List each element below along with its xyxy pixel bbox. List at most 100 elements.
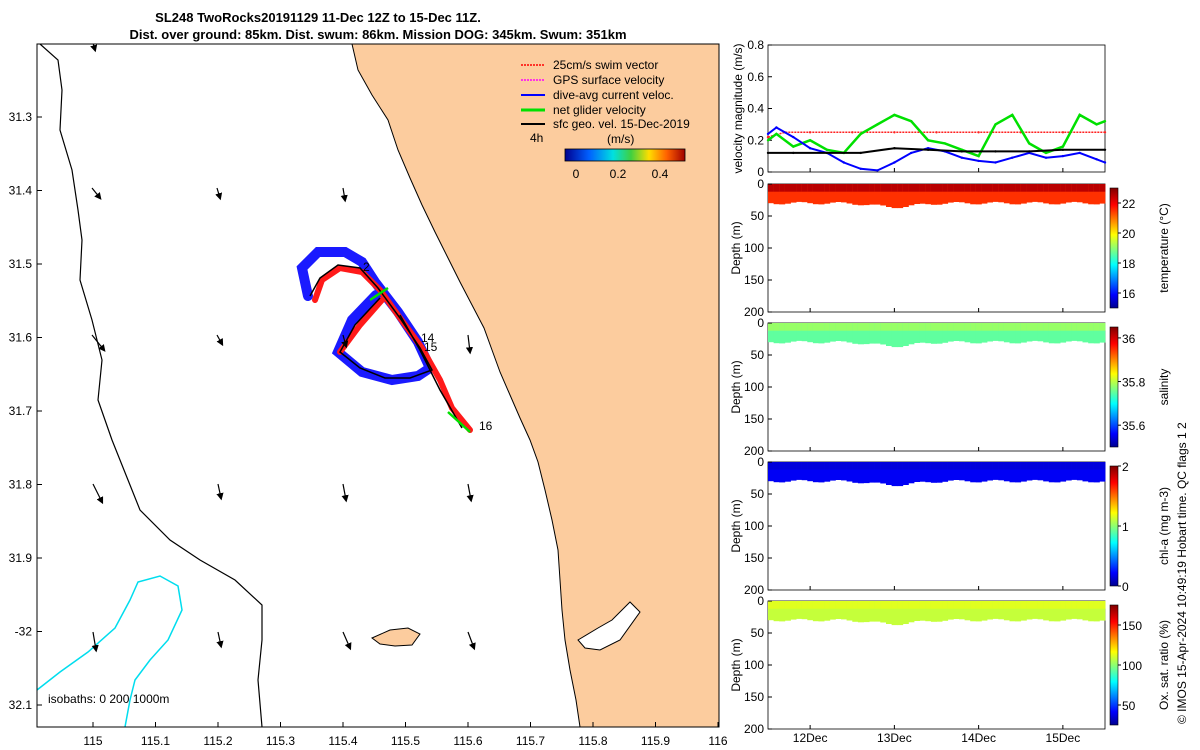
section-data-column	[908, 601, 915, 623]
section-surface-cell	[790, 462, 797, 470]
velocity-data-point	[1061, 145, 1065, 148]
section-data-column	[1060, 462, 1067, 482]
section-data-column	[829, 323, 836, 342]
section-colorbar-tick-label: 20	[1122, 227, 1136, 241]
section-surface-cell	[925, 184, 932, 192]
section-data-column	[824, 184, 831, 204]
section-surface-cell	[784, 601, 791, 609]
time-tick-label: 13Dec	[877, 731, 912, 745]
section-surface-cell	[784, 323, 791, 331]
section-data-column	[919, 601, 926, 621]
section-surface-cell	[1048, 601, 1055, 609]
section-data-column	[784, 601, 791, 621]
velocity-data-point	[859, 151, 862, 155]
section-data-column	[947, 462, 954, 481]
section-data-column	[1048, 323, 1055, 344]
section-data-column	[1048, 184, 1055, 205]
section-data-column	[835, 184, 842, 202]
section-data-column	[1032, 462, 1038, 480]
section-surface-cell	[1020, 323, 1027, 331]
section-data-column	[768, 601, 774, 621]
colorbar-unit-label: (m/s)	[607, 132, 634, 146]
section-data-column	[1065, 323, 1072, 342]
section-surface-cell	[908, 462, 915, 470]
section-surface-cell	[970, 323, 977, 331]
section-data-column	[914, 323, 920, 343]
map-lat-tick-labels: 31.3 31.4 31.5 31.6 31.7 31.8 31.9 -32 32.1	[9, 110, 42, 712]
velocity-data-point	[977, 154, 980, 158]
velocity-data-point	[766, 139, 770, 142]
section-surface-cell	[919, 323, 926, 331]
section-surface-cell	[886, 323, 892, 331]
map-lon-tick-labels: 115 115.1 115.2 115.3 115.4 115.5 115.6 115.7 11…	[83, 722, 728, 748]
section-plot-area	[767, 461, 1106, 591]
section-surface-cell	[959, 462, 965, 470]
section-y-tick-label: 150	[744, 273, 764, 287]
section-data-column	[768, 323, 774, 343]
velocity-data-point	[766, 151, 770, 155]
velocity-data-point	[808, 147, 812, 150]
section-y-tick-label: 200	[744, 305, 764, 319]
section-surface-cell	[846, 323, 853, 331]
section-data-column	[801, 323, 808, 342]
section-data-column	[779, 184, 786, 205]
section-surface-cell	[1076, 601, 1083, 609]
section-data-column	[779, 323, 786, 344]
title-line-1: SL248 TwoRocks20191129 11-Dec 12Z to 15-…	[155, 10, 481, 25]
velocity-y-axis-label: velocity magnitude (m/s)	[731, 43, 745, 173]
legend-gps-velocity: GPS surface velocity	[553, 73, 664, 87]
section-data-column	[992, 462, 999, 480]
section-data-column	[818, 601, 825, 622]
section-surface-cell	[768, 184, 774, 192]
section-data-column	[852, 184, 859, 205]
section-panel-salinity: 0 50 100 150 200 Depth (m) 35.6 35.8 36 salinity	[729, 316, 1171, 458]
velocity-data-point	[1103, 120, 1107, 123]
section-surface-cell	[891, 184, 898, 192]
section-surface-cell	[970, 184, 977, 192]
velocity-data-point	[1061, 131, 1065, 134]
section-data-column	[1076, 323, 1083, 342]
section-data-column	[1076, 462, 1083, 481]
section-surface-cell	[796, 601, 803, 609]
section-surface-cell	[959, 601, 965, 609]
section-plot-area	[767, 600, 1106, 730]
section-surface-cell	[852, 462, 859, 470]
section-data-column	[1015, 601, 1022, 622]
map-lon-tick-label: 115.3	[266, 734, 295, 748]
section-data-column	[874, 462, 881, 483]
section-y-tick-label: 0	[757, 177, 764, 191]
map-lat-tick-label: 31.8	[9, 478, 33, 492]
section-data-column	[1060, 323, 1067, 343]
section-surface-cell	[824, 462, 831, 470]
section-surface-cell	[1082, 462, 1089, 470]
section-data-column	[1071, 601, 1078, 619]
section-surface-cell	[1020, 462, 1027, 470]
section-data-column	[942, 462, 949, 482]
section-surface-cell	[801, 601, 808, 609]
section-surface-cell	[930, 323, 937, 331]
section-data-column	[784, 184, 791, 204]
section-data-column	[807, 323, 814, 343]
velocity-y-tick-label: 0	[757, 165, 764, 179]
section-surface-cell	[919, 184, 926, 192]
section-data-column	[970, 462, 977, 483]
section-data-column	[1003, 462, 1010, 482]
section-surface-cell	[886, 462, 892, 470]
section-y-tick-label: 100	[744, 380, 764, 394]
section-surface-cell	[998, 184, 1005, 192]
section-surface-cell	[970, 462, 977, 470]
isobaths-label: isobaths: 0 200 1000m	[48, 692, 169, 706]
section-data-column	[947, 184, 954, 203]
section-data-column	[975, 184, 982, 205]
section-surface-cell	[959, 323, 965, 331]
section-data-column	[1020, 601, 1027, 621]
map-lat-tick-label: 31.6	[9, 331, 33, 345]
section-surface-cell	[880, 184, 887, 192]
section-surface-cell	[790, 601, 797, 609]
section-data-column	[880, 601, 887, 623]
section-surface-cell	[1088, 601, 1095, 609]
velocity-data-point	[994, 161, 997, 164]
section-surface-cell	[1054, 601, 1061, 609]
section-surface-cell	[1060, 184, 1067, 192]
section-surface-cell	[908, 323, 915, 331]
